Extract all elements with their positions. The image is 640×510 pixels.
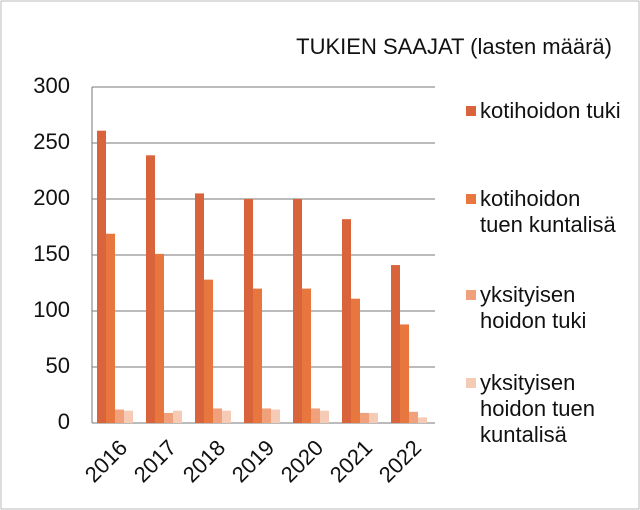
x-tick-label: 2021 — [325, 435, 377, 487]
bar — [204, 279, 213, 423]
legend-swatch — [466, 378, 476, 388]
bar — [360, 412, 369, 423]
y-tick-label: 0 — [58, 409, 70, 434]
x-tick-label: 2019 — [227, 435, 279, 487]
bar — [351, 298, 360, 423]
y-tick-label: 300 — [33, 73, 70, 98]
bar — [293, 199, 302, 423]
y-tick-label: 250 — [33, 129, 70, 154]
bar — [418, 417, 427, 423]
x-tick-label: 2022 — [374, 435, 426, 487]
bar — [320, 410, 329, 423]
x-tick-label: 2018 — [178, 435, 230, 487]
bar — [311, 408, 320, 423]
bar — [400, 324, 409, 423]
bar — [195, 193, 204, 423]
legend-item: yksityisen hoidon tuen kuntalisä — [466, 370, 626, 448]
bar — [173, 410, 182, 423]
legend-label: kotihoidon tuen kuntalisä — [480, 186, 616, 237]
legend-label: yksityisen hoidon tuki — [480, 282, 587, 333]
bar — [244, 199, 253, 423]
bar — [106, 233, 115, 423]
bar — [369, 412, 378, 423]
bar — [146, 155, 155, 423]
legend-swatch — [466, 106, 476, 116]
legend-label: yksityisen hoidon tuen kuntalisä — [480, 370, 595, 447]
bar — [391, 265, 400, 423]
bar — [271, 409, 280, 423]
bar — [164, 412, 173, 423]
bar — [155, 253, 164, 423]
bar — [253, 288, 262, 423]
legend-item: kotihoidon tuen kuntalisä — [466, 186, 626, 238]
legend-swatch — [466, 194, 476, 204]
bar — [115, 409, 124, 423]
legend-item: yksityisen hoidon tuki — [466, 282, 626, 334]
x-tick-label: 2017 — [129, 435, 181, 487]
x-tick-label: 2016 — [80, 435, 132, 487]
x-tick-label: 2020 — [276, 435, 328, 487]
bar — [342, 219, 351, 423]
y-tick-label: 100 — [33, 297, 70, 322]
bar — [213, 408, 222, 423]
y-tick-label: 50 — [46, 353, 70, 378]
bar — [409, 411, 418, 423]
y-tick-label: 150 — [33, 241, 70, 266]
y-tick-label: 200 — [33, 185, 70, 210]
bar — [222, 410, 231, 423]
legend-label: kotihoidon tuki — [480, 98, 621, 123]
bar — [97, 130, 106, 423]
bar — [262, 408, 271, 423]
legend-swatch — [466, 290, 476, 300]
bar — [124, 410, 133, 423]
chart-title: TUKIEN SAAJAT (lasten määrä) — [296, 34, 612, 59]
bar — [302, 288, 311, 423]
legend-item: kotihoidon tuki — [466, 98, 626, 124]
